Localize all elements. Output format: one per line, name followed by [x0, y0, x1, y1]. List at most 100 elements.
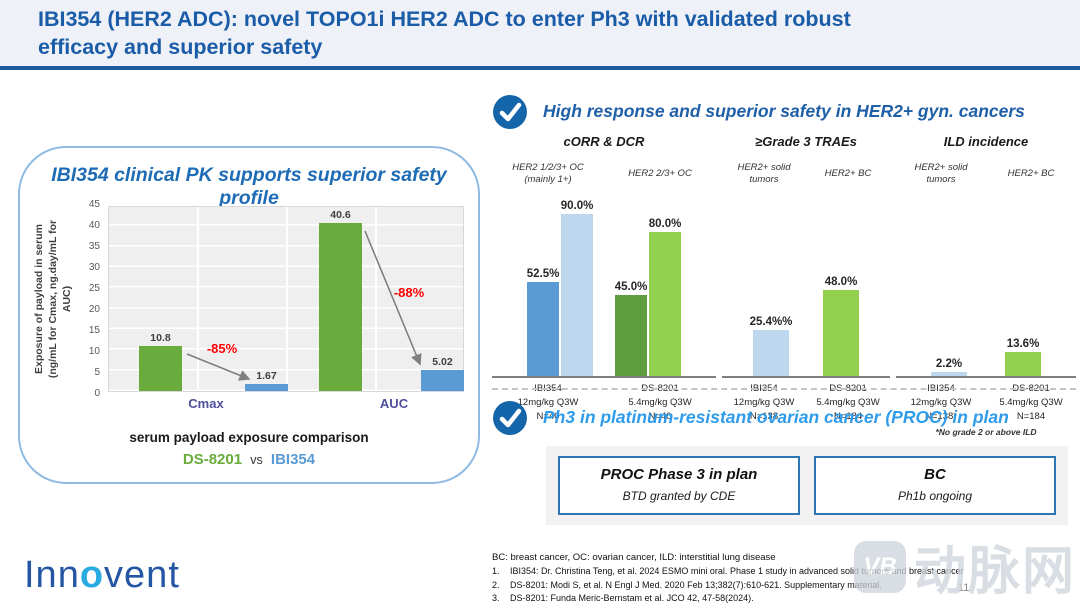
cohort-label: HER2+ solid tumors — [737, 162, 791, 185]
tick-label: 20 — [88, 304, 100, 315]
bar-group-ds8201: 13.6% — [1005, 338, 1041, 376]
bar-value-label: 90.0% — [560, 200, 594, 212]
reference-text: DS-8201: Funda Meric-Bernstam et al. JCO… — [510, 593, 754, 604]
reference-item: 3. DS-8201: Funda Meric-Bernstam et al. … — [492, 592, 1067, 606]
tick-label: 5 — [94, 367, 100, 378]
pk-plot-area: 10.8 1.67 40.6 5.02 -85% -88% — [108, 206, 464, 392]
tick-label: 25 — [88, 283, 100, 294]
legend-vs: vs — [250, 453, 263, 467]
bar-value-label: 5.02 — [432, 356, 453, 369]
bar-value-label: 1.67 — [256, 370, 277, 383]
bars-area: 25.4%% 48.0% — [722, 192, 890, 378]
plan-box-subtitle: BTD granted by CDE — [622, 489, 736, 503]
cohort-label: HER2 1/2/3+ OC (mainly 1+) — [512, 162, 584, 185]
bar-cell: 48.0% — [823, 276, 859, 376]
bar — [245, 384, 288, 391]
page-title-line1: IBI354 (HER2 ADC): novel TOPO1i HER2 ADC… — [38, 7, 851, 31]
abbreviation-note: BC: breast cancer, OC: ovarian cancer, I… — [492, 552, 776, 563]
chart-caption: serum payload exposure comparison — [129, 430, 369, 445]
bar-group-ibi354: 52.5% 90.0% — [527, 200, 593, 376]
bar-cell: 2.2% — [931, 358, 967, 376]
arm-line: 5.4mg/kg Q3W — [816, 396, 880, 408]
reference-text: DS-8201: Modi S, et al. N Engl J Med. 20… — [510, 579, 882, 590]
arm-line: N=184 — [833, 410, 863, 422]
logo-o-icon: o — [79, 554, 105, 596]
pk-bar-ibi354-auc: 5.02 — [421, 356, 464, 391]
chart-title: ≥Grade 3 TRAEs — [755, 134, 857, 149]
safety-section: High response and superior safety in HER… — [492, 94, 1076, 437]
tick-label: 10 — [88, 346, 100, 357]
bar-value-label: 52.5% — [526, 267, 560, 280]
bar-value-label: 25.4%% — [749, 316, 793, 329]
page-title: IBI354 (HER2 ADC): novel TOPO1i HER2 ADC… — [38, 5, 1038, 61]
legend-ibi354: IBI354 — [270, 451, 316, 468]
bar-value-label: 48.0% — [824, 275, 858, 288]
arm-line: N=138 — [749, 410, 779, 422]
chart-grade3-traes: ≥Grade 3 TRAEs HER2+ solid tumors HER2+ … — [722, 134, 890, 437]
bar — [753, 330, 789, 376]
dashed-divider — [492, 388, 1076, 390]
plan-box-title: PROC Phase 3 in plan — [600, 466, 758, 483]
proc-section-header: Ph3 in platinum-resistant ovarian cancer… — [492, 400, 1076, 436]
tick-label: 15 — [88, 325, 100, 336]
pk-panel: IBI354 clinical PK supports superior saf… — [18, 146, 480, 484]
arm-line: 12mg/kg Q3W — [733, 396, 795, 408]
plan-box-bc: BC Ph1b ongoing — [814, 456, 1056, 515]
ild-footnote: *No grade 2 or above ILD — [935, 427, 1037, 438]
bar-group-ds8201: 48.0% — [823, 276, 859, 376]
reference-item: 2. DS-8201: Modi S, et al. N Engl J Med.… — [492, 579, 1067, 593]
cohort-labels: HER2 1/2/3+ OC (mainly 1+) HER2 2/3+ OC — [492, 156, 716, 192]
bar-cell: 25.4%% — [750, 316, 792, 376]
safety-section-title: High response and superior safety in HER… — [543, 101, 1025, 121]
bar — [139, 346, 182, 391]
bar — [1005, 351, 1041, 376]
reference-item: 1. IBI354: Dr. Christina Teng, et al. 20… — [492, 565, 1067, 579]
reference-number: 1. — [492, 566, 500, 577]
arm-line: N=184 — [1016, 410, 1046, 422]
tick-label: 0 — [94, 388, 100, 399]
legend-ds8201: DS-8201 — [182, 451, 243, 468]
bar-cell: 13.6% — [1005, 338, 1041, 376]
proc-section: Ph3 in platinum-resistant ovarian cancer… — [492, 400, 1076, 525]
pk-bar-ibi354-cmax: 1.67 — [245, 370, 288, 391]
plan-boxes-panel: PROC Phase 3 in plan BTD granted by CDE … — [546, 446, 1068, 525]
tick-label: 45 — [88, 199, 100, 210]
chart-legend: DS-8201 vs IBI354 — [20, 451, 478, 468]
cohort-label: HER2 2/3+ OC — [628, 168, 692, 180]
bar — [527, 281, 559, 376]
cohort-label: HER2+ solid tumors — [914, 162, 968, 185]
bar-value-label: 13.6% — [1006, 337, 1040, 350]
x-axis-label-cmax: Cmax — [188, 396, 224, 411]
bar — [319, 223, 362, 391]
bar — [561, 214, 593, 376]
footnotes: BC: breast cancer, OC: ovarian cancer, I… — [492, 551, 1067, 606]
cohort-label: HER2+ BC — [1007, 168, 1055, 180]
logo-text: vent — [104, 554, 180, 596]
plan-box-title: BC — [924, 466, 946, 483]
bar-cell: 90.0% — [561, 200, 593, 376]
bar-value-label: 45.0% — [614, 281, 648, 293]
x-axis-label-auc: AUC — [379, 396, 409, 411]
bar-value-label: 2.2% — [935, 358, 963, 371]
plan-box-proc: PROC Phase 3 in plan BTD granted by CDE — [558, 456, 800, 515]
chart-ild-incidence: ILD incidence HER2+ solid tumors HER2+ B… — [896, 134, 1076, 437]
arm-line: 5.4mg/kg Q3W — [628, 396, 692, 408]
plan-box-subtitle: Ph1b ongoing — [897, 489, 973, 503]
bar — [823, 289, 859, 376]
bar-value-label: 10.8 — [150, 332, 171, 345]
innovent-logo: Innovent — [24, 554, 180, 597]
bars-area: 2.2% 13.6% — [896, 192, 1076, 378]
pk-panel-title: IBI354 clinical PK supports superior saf… — [51, 164, 447, 209]
bar — [649, 232, 681, 376]
bar-group-ibi354: 25.4%% — [750, 316, 792, 376]
page-number: 11 — [958, 582, 970, 594]
pk-bar-ds8201-auc: 40.6 — [319, 209, 362, 391]
bar — [931, 372, 967, 376]
chart-title: cORR & DCR — [563, 134, 645, 149]
chart-corr-dcr: cORR & DCR HER2 1/2/3+ OC (mainly 1+) HE… — [492, 134, 716, 437]
decline-annotation-cmax: -85% — [206, 341, 238, 356]
arm-line: N=40 — [536, 410, 560, 422]
pk-bar-ds8201-cmax: 10.8 — [139, 332, 182, 391]
logo-text: Inn — [24, 554, 80, 596]
